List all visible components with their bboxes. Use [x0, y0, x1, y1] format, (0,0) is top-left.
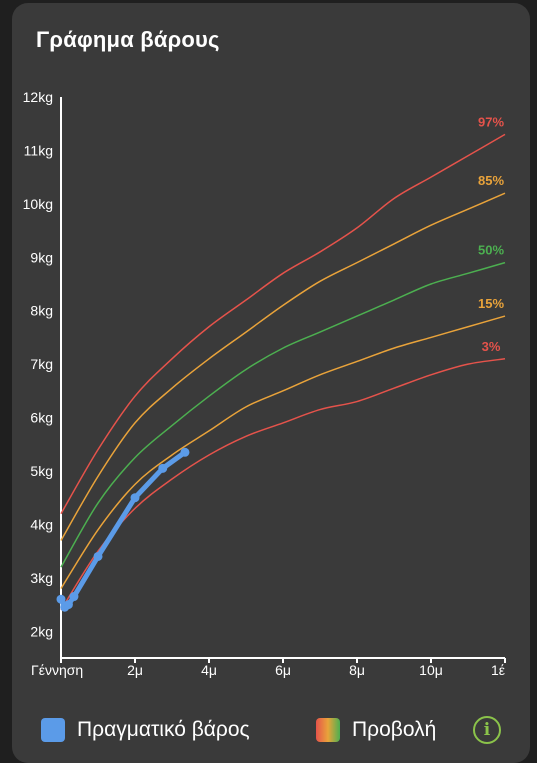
y-tick-label: 12kg: [23, 89, 53, 105]
percentile-curve: [60, 192, 506, 541]
y-tick-label: 4kg: [30, 516, 53, 532]
y-tick-label: 9kg: [30, 249, 53, 265]
percentile-curve: [60, 358, 506, 611]
percentile-label: 15%: [478, 296, 504, 311]
y-tick-label: 7kg: [30, 356, 53, 372]
card-title: Γράφημα βάρους: [36, 27, 220, 52]
info-icon[interactable]: i: [473, 716, 501, 744]
y-tick-label: 3kg: [30, 570, 53, 586]
x-tick-label: 10μ: [419, 662, 443, 678]
y-tick-label: 6kg: [30, 410, 53, 426]
weight-chart: 2kg 3kg 4kg 5kg 6kg 7kg 8kg 9kg 10kg 11kg 12kg Γένν…: [23, 89, 506, 678]
legend-projection-label: Προβολή: [352, 718, 437, 741]
actual-weight-point: [63, 600, 73, 610]
percentile-label: 97%: [478, 114, 504, 129]
actual-weight-swatch: [41, 718, 65, 742]
actual-weight-point: [158, 463, 168, 473]
legend-actual-label: Πραγματικό βάρος: [77, 718, 250, 741]
percentile-curve: [60, 261, 506, 568]
x-tick-label: 1έ: [491, 662, 505, 678]
x-tick-label: 6μ: [275, 662, 291, 678]
percentile-curve: [60, 133, 506, 515]
y-tick-label: 5kg: [30, 463, 53, 479]
projection-swatch: [316, 718, 340, 742]
legend-actual-weight[interactable]: Πραγματικό βάρος: [41, 714, 250, 746]
percentile-label: 3%: [482, 339, 501, 354]
actual-weight-point: [180, 447, 190, 457]
y-tick-label: 10kg: [23, 196, 53, 212]
actual-weight-point: [130, 493, 140, 503]
weight-chart-card: Γράφημα βάρους: [12, 3, 530, 763]
x-tick-label: 4μ: [201, 662, 217, 678]
x-tick-label: 2μ: [127, 662, 143, 678]
percentile-label: 85%: [478, 173, 504, 188]
x-tick-label: 8μ: [349, 662, 365, 678]
y-tick-label: 2kg: [30, 623, 53, 639]
percentile-label: 50%: [478, 243, 504, 258]
actual-weight-point: [69, 592, 79, 602]
actual-weight-point: [56, 594, 66, 604]
y-tick-label: 8kg: [30, 303, 53, 319]
percentile-curve: [60, 315, 506, 589]
y-tick-label: 11kg: [24, 142, 53, 158]
legend-projection[interactable]: Προβολή: [316, 714, 436, 746]
actual-weight-point: [93, 551, 103, 561]
x-tick-label: Γέννηση: [31, 662, 83, 678]
actual-weight-line: [58, 449, 188, 610]
